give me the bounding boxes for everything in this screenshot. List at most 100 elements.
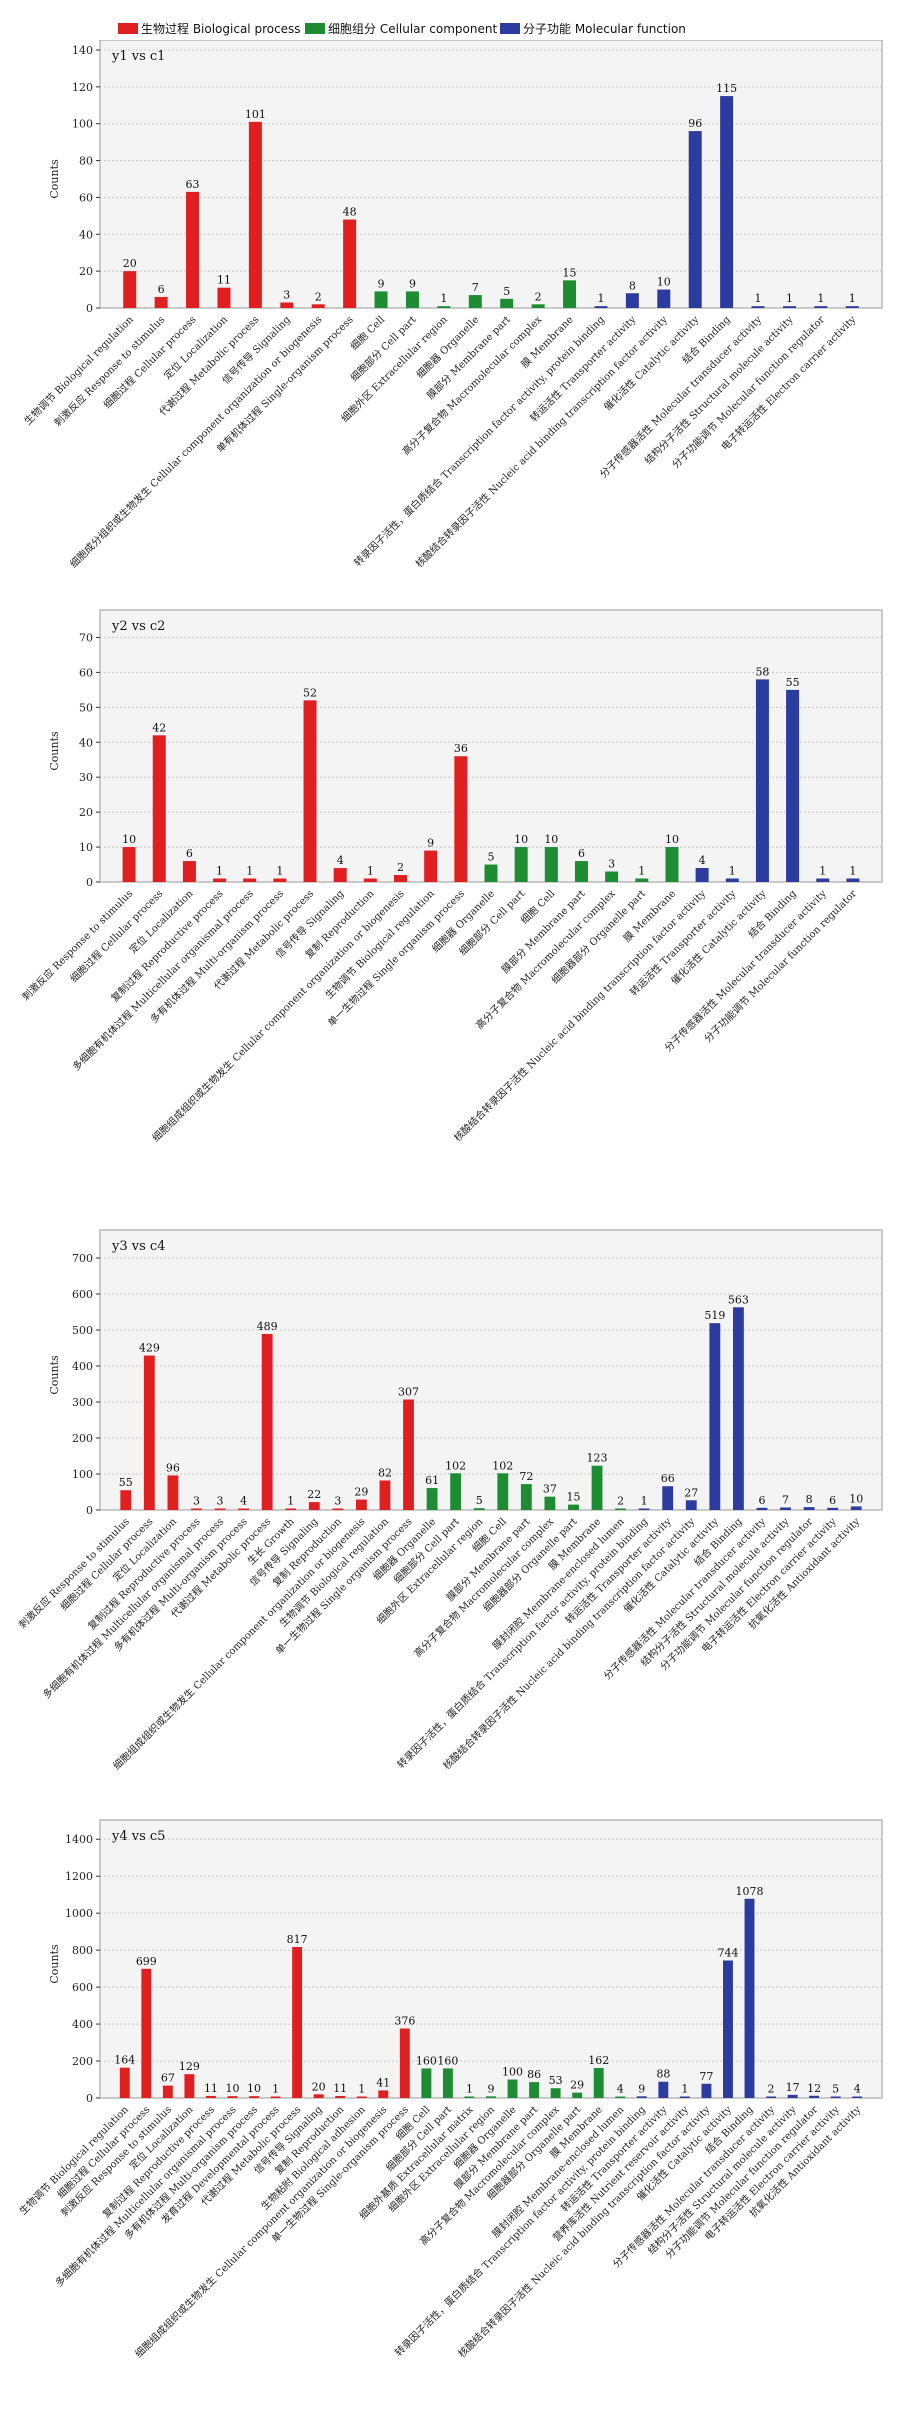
bar-value-label: 29 [354,1486,368,1499]
bar-value-label: 10 [657,276,671,289]
y-tick-label: 20 [79,806,93,819]
bar [454,756,468,882]
bar [214,1508,226,1510]
bar [615,2096,626,2098]
bar [529,2082,540,2098]
x-tick-label: 膜 Membrane [621,888,678,945]
bar [744,1898,755,2098]
bar-value-label: 1 [849,292,856,305]
bar [701,2083,712,2098]
y-tick-label: 200 [72,2055,93,2068]
bar [786,689,800,882]
bar [249,2096,259,2098]
x-tick-label: 刺激反应 Response to stimulus [51,313,167,429]
chart-title: y4 vs c5 [111,1829,165,1844]
bar-value-label: 48 [343,206,357,219]
bar [732,1307,744,1510]
bar-value-label: 3 [217,1495,224,1508]
bar [827,1507,839,1510]
bar [709,1323,721,1510]
bar [426,1488,438,1510]
y-tick-label: 100 [72,118,93,131]
y-tick-label: 1400 [65,1833,93,1846]
y-axis-label: Counts [48,731,61,771]
bar [662,1486,674,1510]
bar-value-label: 6 [578,847,585,860]
legend-label-molecular-function: 分子功能 Molecular function [523,22,686,36]
bar-value-label: 2 [535,290,542,303]
bar [356,2096,367,2098]
bar-value-label: 9 [378,277,385,290]
bar-value-label: 1 [755,292,762,305]
bar-value-label: 817 [287,1933,308,1946]
bar [638,1508,650,1510]
bar-value-label: 102 [445,1459,466,1472]
bar-value-label: 5 [832,2083,839,2096]
y-tick-label: 0 [86,876,93,889]
bar [186,191,200,308]
plot-area [99,1229,883,1511]
legend-swatch-biological-process [118,23,138,34]
bar [845,306,859,308]
y-tick-label: 140 [72,44,93,57]
bar-value-label: 1 [440,292,447,305]
bar [520,1484,532,1510]
bar-value-label: 17 [786,2081,800,2094]
bar-value-label: 86 [527,2068,541,2081]
y-axis-label: Counts [48,159,61,199]
bar [333,868,347,882]
bar-value-label: 10 [122,833,136,846]
bar [280,302,294,308]
bar-value-label: 27 [684,1486,698,1499]
y-tick-label: 100 [72,1468,93,1481]
bar [850,1506,862,1510]
bar-value-label: 77 [699,2070,713,2083]
y-tick-label: 20 [79,265,93,278]
y-tick-label: 700 [72,1252,93,1265]
bar-value-label: 4 [240,1495,247,1508]
bar-value-label: 96 [688,117,702,130]
bar-value-label: 129 [179,2060,200,2073]
y-tick-label: 0 [86,2092,93,2105]
bar-value-label: 72 [519,1470,533,1483]
bar [403,1399,414,1510]
bar [123,271,137,308]
bar [486,2096,496,2098]
legend-item-biological-process: 生物过程 Biological process [118,20,301,37]
bar-value-label: 10 [544,833,558,846]
bar-value-label: 96 [166,1461,180,1474]
bar-value-label: 1 [786,292,793,305]
chart-panel-y1-vs-c1: 0 20 40 60 80 100 120 140 Counts y1 vs c1 20 生物调节 B… [0,39,916,600]
bar [442,2068,453,2098]
bar [507,2079,518,2098]
bar [335,2095,346,2098]
bar-value-label: 519 [704,1309,725,1322]
legend-item-molecular-function: 分子功能 Molecular function [500,20,686,37]
plot-area [99,609,883,883]
bar [688,131,702,308]
bar [468,295,482,308]
y-tick-label: 0 [86,1504,93,1517]
y-tick-label: 1000 [65,1907,93,1920]
bar-value-label: 42 [152,721,166,734]
bar [308,1502,320,1510]
bar [846,878,860,882]
bar-value-label: 1 [817,292,824,305]
legend-label-biological-process: 生物过程 Biological process [141,22,301,36]
bar-value-label: 37 [543,1483,557,1496]
bar [292,1946,303,2098]
bar [261,1333,273,1510]
bar-value-label: 429 [139,1342,160,1355]
bar [120,1490,132,1510]
bar-value-label: 5 [476,1494,483,1507]
bar [332,1508,344,1510]
bar [814,306,828,308]
bar [141,1968,152,2098]
bar-value-label: 3 [608,858,615,871]
bar [852,2096,863,2098]
bar [568,1504,579,1510]
bar-value-label: 164 [114,2054,135,2067]
bar [473,1508,485,1510]
bar [658,2081,669,2098]
